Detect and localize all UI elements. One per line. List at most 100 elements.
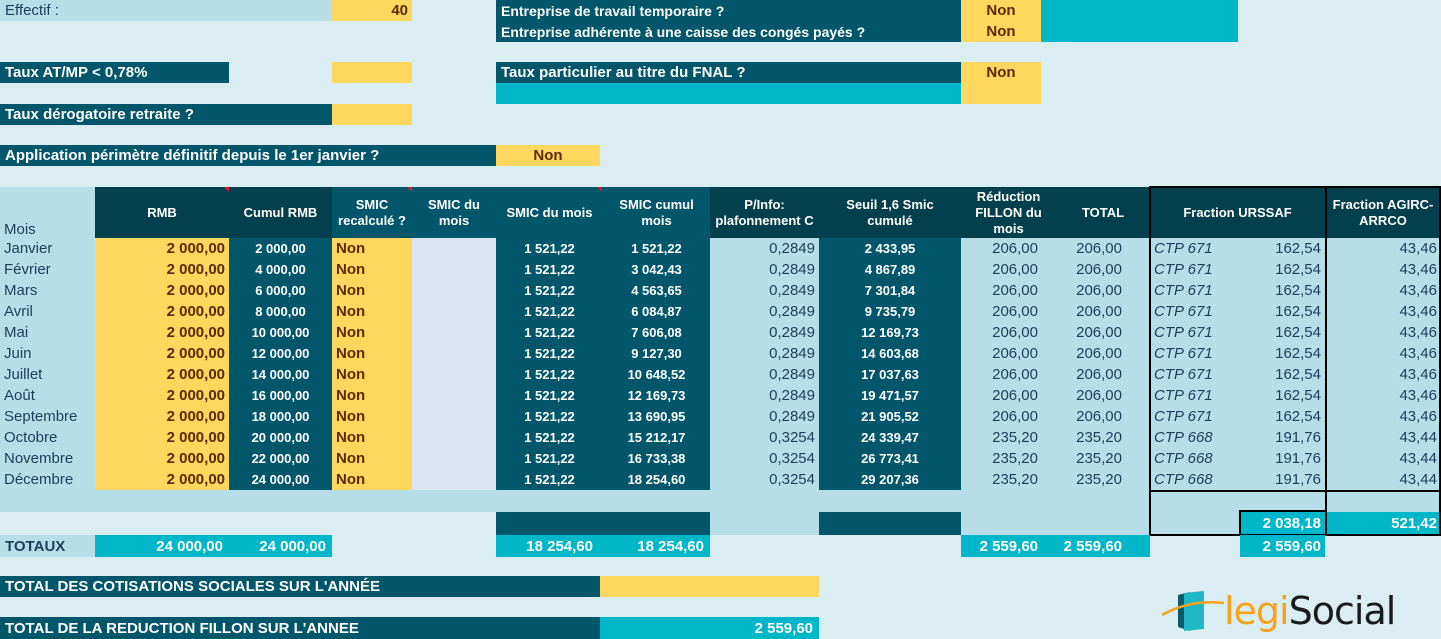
cell-rmb-input[interactable]: 2 000,00 — [166, 345, 225, 362]
fnal-select[interactable]: Non — [961, 62, 1041, 104]
cell-seuil: 9 735,79 — [864, 304, 916, 319]
cell-smic-du-mois-input[interactable] — [412, 301, 496, 322]
cell-rmb-input[interactable]: 2 000,00 — [166, 282, 225, 299]
cell-smic-recalcule-select[interactable]: Non — [336, 471, 366, 488]
cell-smic-du-mois-input[interactable] — [412, 280, 496, 301]
fnal-label: Taux particulier au titre du FNAL ? — [496, 62, 961, 83]
cell-smic-du-mois-input[interactable] — [412, 343, 496, 364]
cell-smic-recalcule-select[interactable]: Non — [336, 366, 366, 383]
cell-total: 206,00 — [1076, 282, 1122, 299]
cell-rmb-input[interactable]: 2 000,00 — [166, 387, 225, 404]
header-fraction-agirc: Fraction AGIRC-ARRCO — [1325, 187, 1441, 238]
comment-marker-icon[interactable] — [407, 187, 412, 192]
cell-smic-du-mois-input[interactable] — [412, 448, 496, 469]
derogatoire-input[interactable] — [332, 104, 412, 125]
cell-seuil: 17 037,63 — [861, 367, 919, 382]
cell-rmb-input[interactable]: 2 000,00 — [166, 303, 225, 320]
cell-ctp: CTP 671 — [1154, 387, 1213, 404]
cell-smic-recalcule-select[interactable]: Non — [336, 240, 366, 257]
header-total: TOTAL — [1056, 187, 1150, 238]
cell-pinfo: 0,2849 — [769, 282, 815, 299]
comment-marker-icon[interactable] — [224, 187, 229, 192]
header-smic-cumul: SMIC cumul mois — [603, 187, 710, 238]
cell-smic-recalcule-select[interactable]: Non — [336, 303, 366, 320]
cell-seuil: 21 905,52 — [861, 409, 919, 424]
conges-payes-select[interactable]: Non — [961, 21, 1041, 42]
cell-smic-recalcule-select[interactable]: Non — [336, 450, 366, 467]
cell-smic-du-mois-input[interactable] — [412, 385, 496, 406]
cell-smic-du-mois-input[interactable] — [412, 406, 496, 427]
cell-smic-recalcule-select[interactable]: Non — [336, 282, 366, 299]
cell-reduction: 206,00 — [992, 303, 1038, 320]
cell-reduction: 235,20 — [992, 471, 1038, 488]
cell-total: 206,00 — [1076, 324, 1122, 341]
cell-cumul-rmb: 16 000,00 — [251, 388, 310, 403]
col-rmb-bg — [95, 238, 229, 490]
cell-seuil: 12 169,73 — [861, 325, 919, 340]
cell-mois: Août — [4, 387, 35, 404]
urssaf-sub-top — [1239, 510, 1327, 512]
travail-temporaire-select[interactable]: Non — [961, 0, 1041, 21]
cell-ctp: CTP 671 — [1154, 408, 1213, 425]
subtotal-ctp — [1150, 512, 1240, 535]
cell-rmb-input[interactable]: 2 000,00 — [166, 450, 225, 467]
col-right-bg — [961, 238, 1441, 490]
cell-seuil: 7 301,84 — [864, 283, 916, 298]
cell-mois: Avril — [4, 303, 33, 320]
cell-smic-du-mois-input[interactable] — [412, 469, 496, 490]
cell-total: 206,00 — [1076, 345, 1122, 362]
cell-rmb-input[interactable]: 2 000,00 — [166, 471, 225, 488]
cell-smic-cumul: 6 084,87 — [631, 304, 682, 319]
cell-smic-du-mois-input[interactable] — [412, 322, 496, 343]
cell-smic-cumul: 18 254,60 — [627, 472, 686, 487]
cell-ctp: CTP 668 — [1154, 450, 1213, 467]
cell-rmb-input[interactable]: 2 000,00 — [166, 324, 225, 341]
cell-smic-du-mois-input[interactable] — [412, 259, 496, 280]
cell-smic-recalcule-select[interactable]: Non — [336, 429, 366, 446]
cell-smic-recalcule-select[interactable]: Non — [336, 324, 366, 341]
cell-smic-du-mois: 1 521,22 — [524, 388, 575, 403]
header-reduction: Réduction FILLON du mois — [961, 187, 1056, 238]
comment-marker-icon[interactable] — [597, 187, 602, 192]
cell-pinfo: 0,2849 — [769, 366, 815, 383]
cell-smic-recalcule-select[interactable]: Non — [336, 387, 366, 404]
cell-reduction: 235,20 — [992, 450, 1038, 467]
cell-rmb-input[interactable]: 2 000,00 — [166, 261, 225, 278]
cell-rmb-input[interactable]: 2 000,00 — [166, 408, 225, 425]
fillon-total-value: 2 559,60 — [600, 617, 819, 639]
cell-smic-recalcule-select[interactable]: Non — [336, 408, 366, 425]
cell-smic-du-mois-input[interactable] — [412, 238, 496, 259]
cell-rmb-input[interactable]: 2 000,00 — [166, 366, 225, 383]
cell-ctp: CTP 671 — [1154, 324, 1213, 341]
totaux-smic-cumul: 18 254,60 — [603, 535, 710, 557]
cell-smic-cumul: 4 563,65 — [631, 283, 682, 298]
totaux-label: TOTAUX — [0, 535, 95, 557]
cell-pinfo: 0,2849 — [769, 387, 815, 404]
cell-rmb-input[interactable]: 2 000,00 — [166, 240, 225, 257]
cell-mois: Octobre — [4, 429, 58, 446]
cell-fraction-agirc: 43,46 — [1399, 282, 1437, 299]
cell-smic-recalcule-select[interactable]: Non — [336, 345, 366, 362]
perimetre-select[interactable]: Non — [496, 145, 600, 166]
cell-smic-du-mois: 1 521,22 — [524, 451, 575, 466]
cell-rmb-input[interactable]: 2 000,00 — [166, 429, 225, 446]
effectif-input[interactable]: 40 — [332, 0, 412, 21]
cell-smic-cumul: 7 606,08 — [631, 325, 682, 340]
cell-smic-du-mois-input[interactable] — [412, 427, 496, 448]
cell-smic-cumul: 3 042,43 — [631, 262, 682, 277]
cell-fraction-urssaf: 162,54 — [1275, 303, 1321, 320]
cell-reduction: 206,00 — [992, 408, 1038, 425]
cell-smic-du-mois-input[interactable] — [412, 364, 496, 385]
cell-cumul-rmb: 24 000,00 — [251, 472, 310, 487]
cell-smic-recalcule-select[interactable]: Non — [336, 261, 366, 278]
cell-cumul-rmb: 12 000,00 — [251, 346, 310, 361]
header-pinfo: P/Info: plafonnement C — [710, 187, 819, 238]
cell-total: 235,20 — [1076, 429, 1122, 446]
col-mois-bg — [0, 238, 95, 490]
atmp-label: Taux AT/MP < 0,78% — [0, 62, 229, 83]
cell-ctp: CTP 671 — [1154, 282, 1213, 299]
atmp-input[interactable] — [332, 62, 412, 83]
cell-reduction: 206,00 — [992, 345, 1038, 362]
subtotal-reduction — [961, 512, 1150, 535]
cell-ctp: CTP 671 — [1154, 261, 1213, 278]
